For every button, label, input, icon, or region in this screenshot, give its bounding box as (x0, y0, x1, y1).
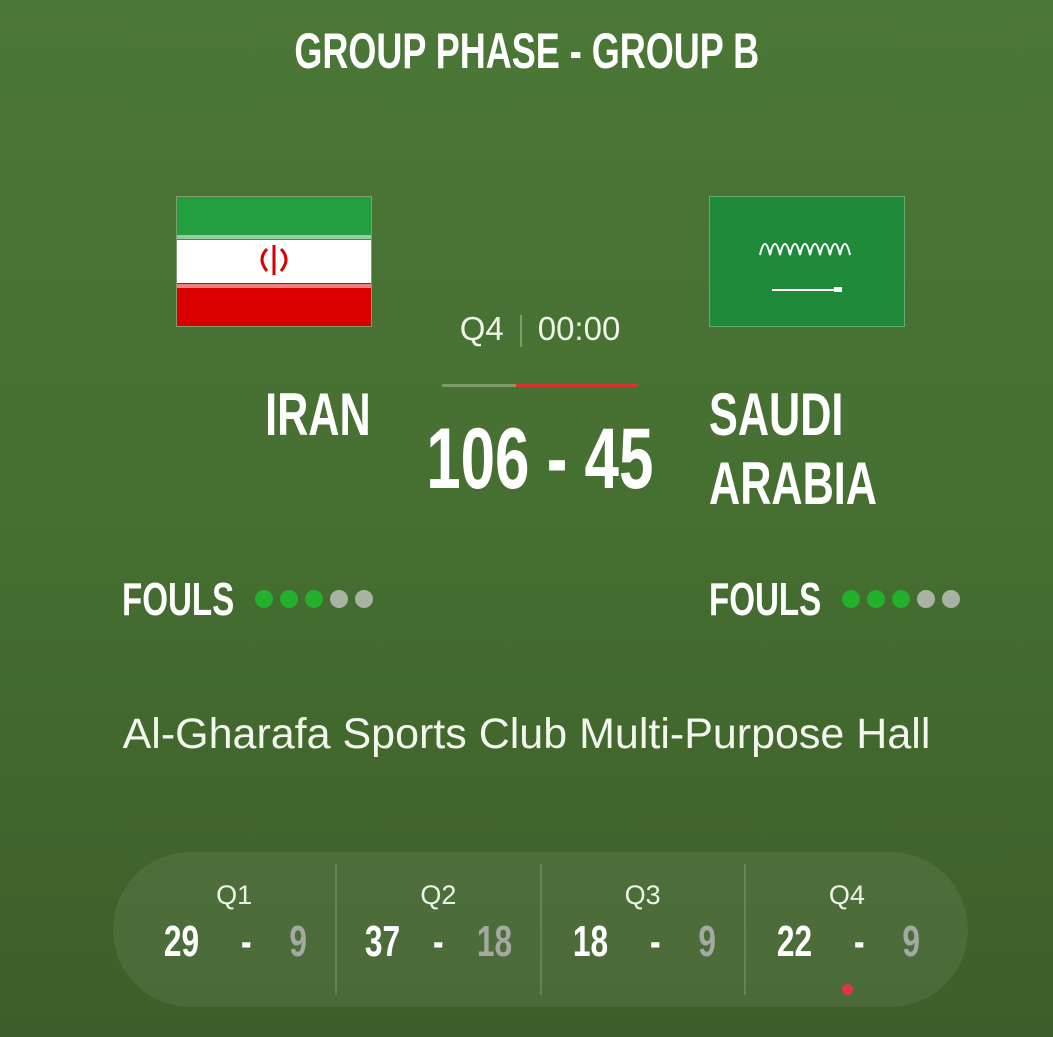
quarter-q3: Q3 18-9 (539, 864, 744, 995)
venue: Al-Gharafa Sports Club Multi-Purpose Hal… (122, 710, 931, 758)
quarter-scores: Q1 29-9 Q2 37-18 Q3 18-9 Q4 22-9 (113, 852, 968, 1007)
score-progress-bar (442, 384, 638, 387)
saudi-arabia-flag (709, 196, 905, 327)
iran-flag (176, 196, 372, 327)
foul-dot (867, 590, 885, 608)
quarter-q1: Q1 29-9 (164, 880, 308, 966)
foul-dot (842, 590, 860, 608)
away-team-name: SAUDI ARABIA (709, 381, 877, 517)
foul-dot (892, 590, 910, 608)
page-title: GROUP PHASE - GROUP B (294, 23, 759, 79)
foul-dot (942, 590, 960, 608)
foul-dot (330, 590, 348, 608)
foul-dot (917, 590, 935, 608)
time: 00:00 (537, 310, 621, 347)
home-fouls: FOULS (122, 572, 373, 626)
final-score: 106 - 45 (426, 411, 654, 507)
live-indicator-icon (841, 984, 853, 995)
quarter-q2: Q2 37-18 (335, 864, 539, 995)
foul-dot (355, 590, 373, 608)
quarter-q4: Q4 22-9 (743, 864, 948, 995)
home-team-name: IRAN (265, 381, 371, 448)
period: Q4 (459, 310, 504, 347)
foul-dot (280, 590, 298, 608)
game-clock: Q4 00:00 (420, 310, 660, 348)
foul-dot (255, 590, 273, 608)
away-fouls: FOULS (709, 572, 960, 626)
foul-dot (305, 590, 323, 608)
